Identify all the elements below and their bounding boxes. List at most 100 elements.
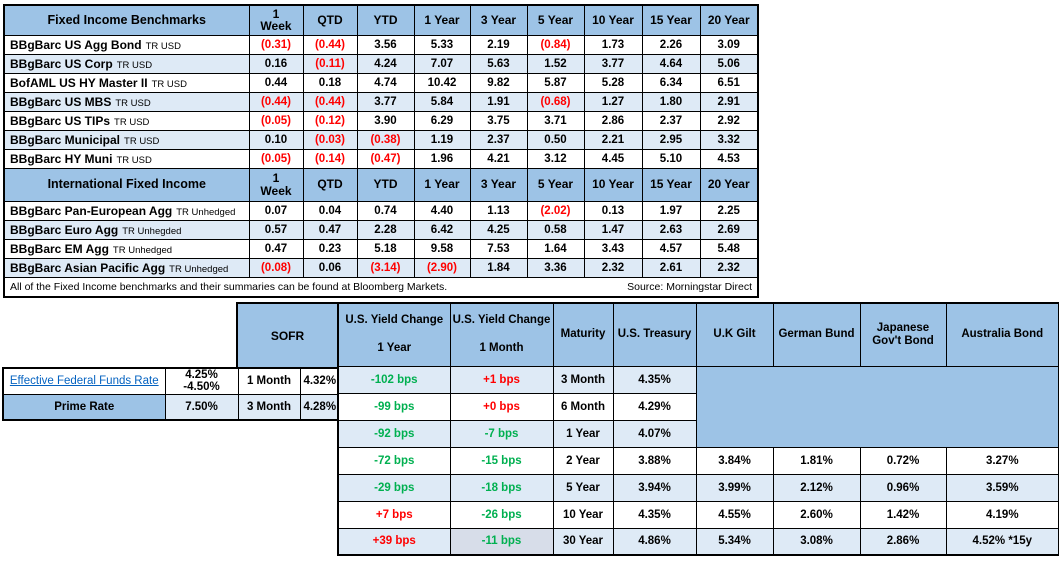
effr-value: 4.25% -4.50% bbox=[164, 367, 239, 395]
return-value: 4.74 bbox=[356, 72, 415, 93]
return-value: 2.21 bbox=[583, 129, 643, 150]
short-rates-table: Effective Federal Funds Rate 4.25% -4.50… bbox=[2, 367, 341, 421]
col-header-15year: 15 Year bbox=[641, 167, 701, 202]
benchmark-row: BBgBarc US MBS TR USD (0.44) (0.44) 3.77 5.84… bbox=[3, 91, 759, 112]
return-value: (0.12) bbox=[302, 110, 358, 131]
maturity-header: Maturity bbox=[552, 302, 614, 367]
benchmark-name-cell: BBgBarc US TIPs TR USD bbox=[3, 110, 250, 131]
german-bund-value: 3.08% bbox=[772, 527, 861, 556]
return-value: (0.68) bbox=[526, 91, 585, 112]
return-value: 4.25 bbox=[469, 219, 528, 240]
yield-change-1month: +1 bps bbox=[449, 365, 554, 394]
prime-rate-value: 7.50% bbox=[164, 393, 239, 421]
us-header-row: Fixed Income Benchmarks 1 Week QTD YTD 1… bbox=[3, 4, 759, 36]
yield-change-1year: +39 bps bbox=[337, 527, 451, 556]
return-value: 4.40 bbox=[413, 200, 471, 221]
benchmark-suffix: TR USD bbox=[116, 59, 153, 71]
sofr-header: SOFR bbox=[236, 302, 339, 367]
col-header-1year: 1 Year bbox=[413, 167, 471, 202]
return-value: 1.73 bbox=[583, 34, 643, 55]
benchmark-row: BBgBarc US Corp TR USD 0.16 (0.11) 4.24 7.07 5… bbox=[3, 53, 759, 74]
benchmark-name: BBgBarc HY Muni bbox=[10, 151, 113, 166]
benchmark-name: BBgBarc Euro Agg bbox=[10, 222, 119, 237]
return-value: 3.71 bbox=[526, 110, 585, 131]
col-header-ytd: YTD bbox=[356, 167, 415, 202]
uk-gilt-header: U.K Gilt bbox=[695, 302, 774, 367]
benchmark-name-cell: BBgBarc Euro Agg TR Unhegded bbox=[3, 219, 250, 240]
benchmark-row: BBgBarc Asian Pacific Agg TR Unhedged (0.0… bbox=[3, 257, 759, 278]
benchmark-row: BBgBarc Municipal TR USD 0.10 (0.03) (0.38) 1… bbox=[3, 129, 759, 150]
effective-federal-funds-rate-link[interactable]: Effective Federal Funds Rate bbox=[9, 375, 159, 388]
return-value: 2.92 bbox=[699, 110, 759, 131]
benchmark-row: BBgBarc HY Muni TR USD (0.05) (0.14) (0.47) 1… bbox=[3, 148, 759, 169]
col-header-5year: 5 Year bbox=[526, 167, 585, 202]
return-value: (0.08) bbox=[248, 257, 304, 278]
yield-change-1month: -18 bps bbox=[449, 473, 554, 502]
return-value: 0.23 bbox=[302, 238, 358, 259]
return-value: (0.14) bbox=[302, 148, 358, 169]
return-value: (0.47) bbox=[356, 148, 415, 169]
maturity: 10 Year bbox=[552, 500, 614, 529]
col-header-1week: 1 Week bbox=[248, 4, 304, 36]
return-value: 6.34 bbox=[641, 72, 701, 93]
benchmark-name: BofAML US HY Master II bbox=[10, 75, 148, 90]
return-value: 0.57 bbox=[248, 219, 304, 240]
fixed-income-title: Fixed Income Benchmarks bbox=[3, 4, 250, 36]
return-value: (2.90) bbox=[413, 257, 471, 278]
return-value: 1.64 bbox=[526, 238, 585, 259]
return-value: 3.75 bbox=[469, 110, 528, 131]
effr-row: Effective Federal Funds Rate 4.25% -4.50… bbox=[2, 367, 341, 395]
return-value: 9.82 bbox=[469, 72, 528, 93]
return-value: 2.61 bbox=[641, 257, 701, 278]
benchmark-name-cell: BBgBarc US Agg Bond TR USD bbox=[3, 34, 250, 55]
return-value: 2.32 bbox=[699, 257, 759, 278]
sofr-tenor: 3 Month bbox=[237, 393, 301, 421]
col-header-10year: 10 Year bbox=[583, 167, 643, 202]
maturity: 5 Year bbox=[552, 473, 614, 502]
us-treasury-value: 3.94% bbox=[612, 473, 697, 502]
benchmark-name: BBgBarc Municipal bbox=[10, 132, 121, 147]
yield-change-1month: -7 bps bbox=[449, 419, 554, 448]
yield-row: +7 bps -26 bps 10 Year 4.35% 4.55% 2.60%… bbox=[337, 500, 1059, 529]
japanese-govt-bond-value: 0.96% bbox=[859, 473, 947, 502]
source-text: Source: Morningstar Direct bbox=[627, 280, 752, 293]
return-value: 2.69 bbox=[699, 219, 759, 240]
yield-change-1year: -72 bps bbox=[337, 446, 451, 475]
return-value: 5.28 bbox=[583, 72, 643, 93]
return-value: 4.53 bbox=[699, 148, 759, 169]
return-value: 3.12 bbox=[526, 148, 585, 169]
return-value: (0.11) bbox=[302, 53, 358, 74]
yield-change-1year: -102 bps bbox=[337, 365, 451, 394]
return-value: (0.44) bbox=[302, 34, 358, 55]
uk-gilt-value: 3.99% bbox=[695, 473, 774, 502]
return-value: 0.47 bbox=[248, 238, 304, 259]
col-header-1year: 1 Year bbox=[413, 4, 471, 36]
return-value: 1.19 bbox=[413, 129, 471, 150]
fixed-income-table: Fixed Income Benchmarks 1 Week QTD YTD 1… bbox=[3, 4, 759, 298]
benchmark-suffix: TR Unhedged bbox=[169, 263, 229, 275]
return-value: 0.16 bbox=[248, 53, 304, 74]
yield-change-1year: -99 bps bbox=[337, 392, 451, 421]
benchmark-name: BBgBarc EM Agg bbox=[10, 241, 109, 256]
return-value: (0.05) bbox=[248, 148, 304, 169]
return-value: 2.19 bbox=[469, 34, 528, 55]
yield-row: +39 bps -11 bps 30 Year 4.86% 5.34% 3.08… bbox=[337, 527, 1059, 556]
sofr-rate: 4.28% bbox=[299, 393, 341, 421]
yield-change-1month: +0 bps bbox=[449, 392, 554, 421]
benchmark-row: BBgBarc US Agg Bond TR USD (0.31) (0.44) 3.5… bbox=[3, 34, 759, 55]
return-value: 5.87 bbox=[526, 72, 585, 93]
return-value: 10.42 bbox=[413, 72, 471, 93]
benchmark-name-cell: BofAML US HY Master II TR USD bbox=[3, 72, 250, 93]
australia-bond-value: 3.27% bbox=[945, 446, 1059, 475]
return-value: 9.58 bbox=[413, 238, 471, 259]
return-value: (0.31) bbox=[248, 34, 304, 55]
benchmark-suffix: TR Unhedged bbox=[112, 244, 173, 256]
intl-bonds-empty-block bbox=[695, 365, 1059, 448]
return-value: 0.13 bbox=[583, 200, 643, 221]
return-value: 2.91 bbox=[699, 91, 759, 112]
return-value: 1.84 bbox=[469, 257, 528, 278]
yield-header-row: U.S. Yield Change 1 Year U.S. Yield Chang… bbox=[337, 302, 1059, 367]
benchmark-suffix: TR USD bbox=[115, 97, 151, 109]
us-benchmark-rows: BBgBarc US Agg Bond TR USD (0.31) (0.44) 3.5… bbox=[3, 34, 759, 169]
maturity: 6 Month bbox=[552, 392, 614, 421]
